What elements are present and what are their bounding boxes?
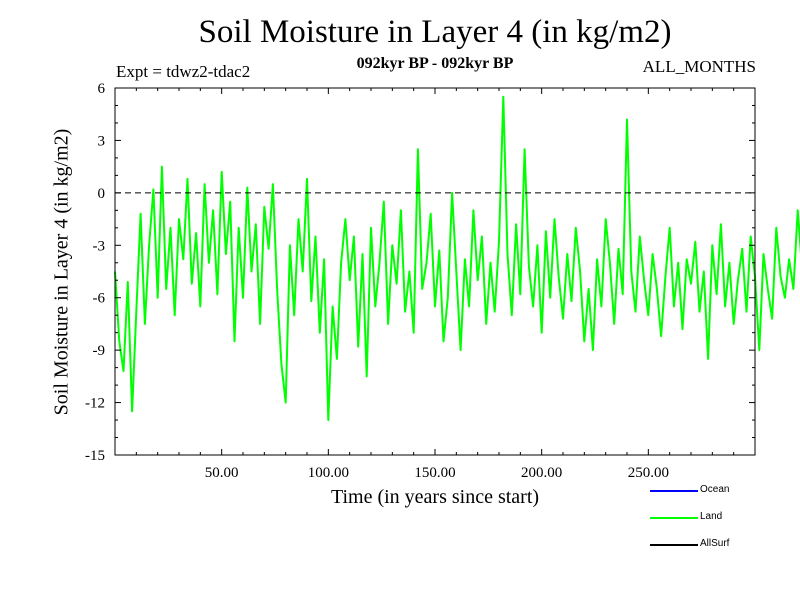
y-tick-label: -12 [85,396,105,412]
y-tick-label: 0 [98,186,106,202]
chart-title: Soil Moisture in Layer 4 (in kg/m2) [198,14,672,50]
series-line-land [114,95,800,421]
y-tick-label: -9 [93,343,106,359]
months-label: ALL_MONTHS [642,57,756,76]
plot-area [114,87,800,456]
experiment-label: Expt = tdwz2-tdac2 [116,62,251,81]
x-tick-label: 100.00 [308,465,349,481]
axis-ticks: 6 3 0 -3 -6 -9 -12 -15 50.00 100.00 150.00 200.00 25… [85,81,755,481]
x-tick-label: 250.00 [628,465,669,481]
y-tick-label: 6 [98,81,106,97]
plot-frame [114,87,756,456]
y-axis-label: Soil Moisture in Layer 4 (in kg/m2) [50,128,73,416]
legend-swatch-land [650,517,698,519]
x-tick-label: 150.00 [414,465,455,481]
legend-swatch-allsurf [650,544,698,546]
x-tick-label: 200.00 [521,465,562,481]
x-tick-label: 50.00 [205,465,239,481]
y-tick-label: -6 [93,291,106,307]
y-tick-label: 3 [98,133,106,149]
y-tick-label: -3 [93,238,106,254]
legend-swatch-ocean [650,490,698,492]
legend-label-land: Land [700,511,723,522]
legend-label-allsurf: AllSurf [700,538,730,549]
period-label: 092kyr BP - 092kyr BP [356,55,514,72]
y-tick-label: -15 [85,448,105,464]
legend-label-ocean: Ocean [700,484,730,495]
x-axis-label: Time (in years since start) [330,486,540,508]
